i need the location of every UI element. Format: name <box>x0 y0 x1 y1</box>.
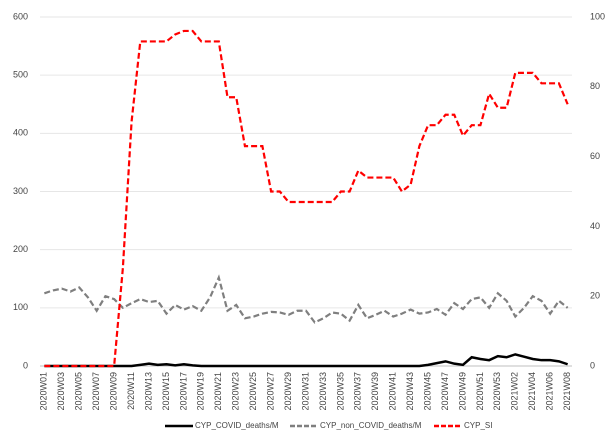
y-tick-label: 600 <box>13 11 28 21</box>
y-tick-label: 400 <box>13 128 28 138</box>
x-tick-label: 2020W25 <box>248 372 258 411</box>
y-tick-label: 300 <box>13 186 28 196</box>
legend-label: CYP_SI <box>464 421 492 430</box>
x-tick-label: 2020W01 <box>39 372 49 411</box>
series-line <box>44 29 569 368</box>
x-tick-label: 2020W03 <box>56 372 66 411</box>
x-tick-label: 2020W23 <box>231 372 241 411</box>
x-tick-label: 2020W19 <box>196 372 206 411</box>
x-tick-label: 2021W04 <box>527 372 537 411</box>
y2-tick-label: 0 <box>590 360 595 370</box>
y-tick-label: 200 <box>13 244 28 254</box>
y-tick-label: 100 <box>13 302 28 312</box>
x-tick-label: 2020W13 <box>143 372 153 411</box>
series-line <box>44 274 569 324</box>
x-tick-label: 2020W29 <box>283 372 293 411</box>
x-tick-label: 2020W39 <box>370 372 380 411</box>
y-tick-label: 500 <box>13 70 28 80</box>
y2-tick-label: 80 <box>590 81 600 91</box>
x-tick-label: 2020W27 <box>265 372 275 411</box>
legend-label: CYP_COVID_deaths/M <box>195 421 279 430</box>
x-tick-label: 2020W09 <box>109 372 119 411</box>
x-tick-label: 2020W53 <box>492 372 502 411</box>
y2-tick-label: 20 <box>590 291 600 301</box>
x-tick-label: 2020W43 <box>405 372 415 411</box>
x-tick-label: 2020W35 <box>335 372 345 411</box>
series-line <box>44 353 569 368</box>
x-tick-label: 2020W11 <box>126 372 136 410</box>
x-tick-label: 2021W08 <box>562 372 572 411</box>
x-tick-label: 2020W15 <box>161 372 171 411</box>
x-tick-label: 2020W41 <box>388 372 398 411</box>
x-tick-label: 2020W07 <box>91 372 101 411</box>
x-tick-label: 2020W21 <box>213 372 223 411</box>
x-tick-label: 2020W51 <box>475 372 485 411</box>
x-tick-label: 2021W06 <box>545 372 555 411</box>
x-tick-label: 2020W31 <box>300 372 310 411</box>
x-tick-label: 2020W17 <box>178 372 188 411</box>
y2-tick-label: 60 <box>590 151 600 161</box>
y2-tick-label: 100 <box>590 11 605 21</box>
x-tick-label: 2020W49 <box>457 372 467 411</box>
x-tick-label: 2020W05 <box>74 372 84 411</box>
legend-label: CYP_non_COVID_deaths/M <box>320 421 422 430</box>
x-tick-label: 2020W47 <box>440 372 450 411</box>
x-tick-label: 2020W45 <box>422 372 432 411</box>
x-tick-label: 2021W02 <box>510 372 520 411</box>
x-tick-label: 2020W37 <box>353 372 363 411</box>
y2-tick-label: 40 <box>590 221 600 231</box>
y-tick-label: 0 <box>23 360 28 370</box>
x-tick-label: 2020W33 <box>318 372 328 411</box>
